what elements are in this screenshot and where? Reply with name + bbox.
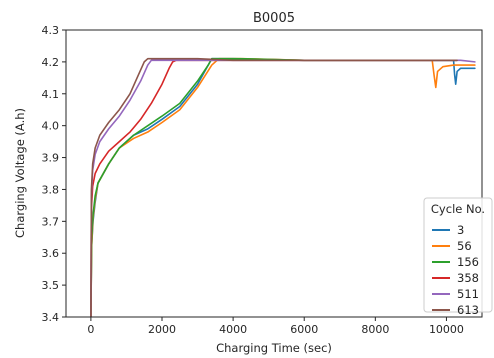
series-line-cycle-156 [90, 57, 458, 317]
y-tick-label: 3.8 [42, 183, 60, 196]
y-tick-label: 4.3 [42, 24, 60, 37]
plot-frame [65, 29, 483, 318]
y-tick-label: 4.1 [42, 88, 60, 101]
y-tick-label: 3.4 [42, 311, 60, 324]
x-tick-label: 6000 [290, 323, 318, 336]
series-line-cycle-358 [90, 59, 458, 317]
legend-entry-label: 511 [457, 287, 479, 301]
y-axis: 3.4 3.5 3.6 3.7 3.8 3.9 4.0 4.1 4.2 4.3 [42, 24, 66, 324]
x-tick-label: 8000 [361, 323, 389, 336]
y-tick-label: 3.9 [42, 152, 60, 165]
legend-title: Cycle No. [431, 202, 485, 216]
y-tick-label: 4.2 [42, 56, 60, 69]
legend-entry-label: 358 [457, 271, 479, 285]
legend-frame [423, 197, 493, 313]
legend-entry-label: 156 [457, 255, 479, 269]
y-tick-label: 3.7 [42, 215, 60, 228]
x-tick-label: 2000 [148, 323, 176, 336]
y-tick-label: 4.0 [42, 120, 60, 133]
legend-entry-label: 3 [457, 223, 464, 237]
chart-title: B0005 [253, 11, 295, 26]
legend-entry-label: 613 [457, 303, 479, 317]
series-line-cycle-511 [90, 59, 476, 317]
y-tick-label: 3.5 [42, 279, 60, 292]
series-layer [90, 57, 476, 317]
x-tick-label: 10000 [429, 323, 464, 336]
legend: Cycle No. 3 56 156 358 511 613 [423, 197, 493, 317]
x-axis: 0 2000 4000 6000 8000 10000 [87, 317, 464, 336]
x-axis-label: Charging Time (sec) [216, 341, 332, 355]
series-line-cycle-3 [90, 57, 476, 317]
y-axis-label: Charging Voltage (A.h) [13, 108, 27, 238]
series-line-cycle-56 [90, 57, 476, 317]
y-tick-label: 3.6 [42, 247, 60, 260]
legend-entry-label: 56 [457, 239, 472, 253]
series-line-cycle-613 [90, 57, 458, 317]
x-tick-label: 0 [87, 323, 94, 336]
x-tick-label: 4000 [219, 323, 247, 336]
